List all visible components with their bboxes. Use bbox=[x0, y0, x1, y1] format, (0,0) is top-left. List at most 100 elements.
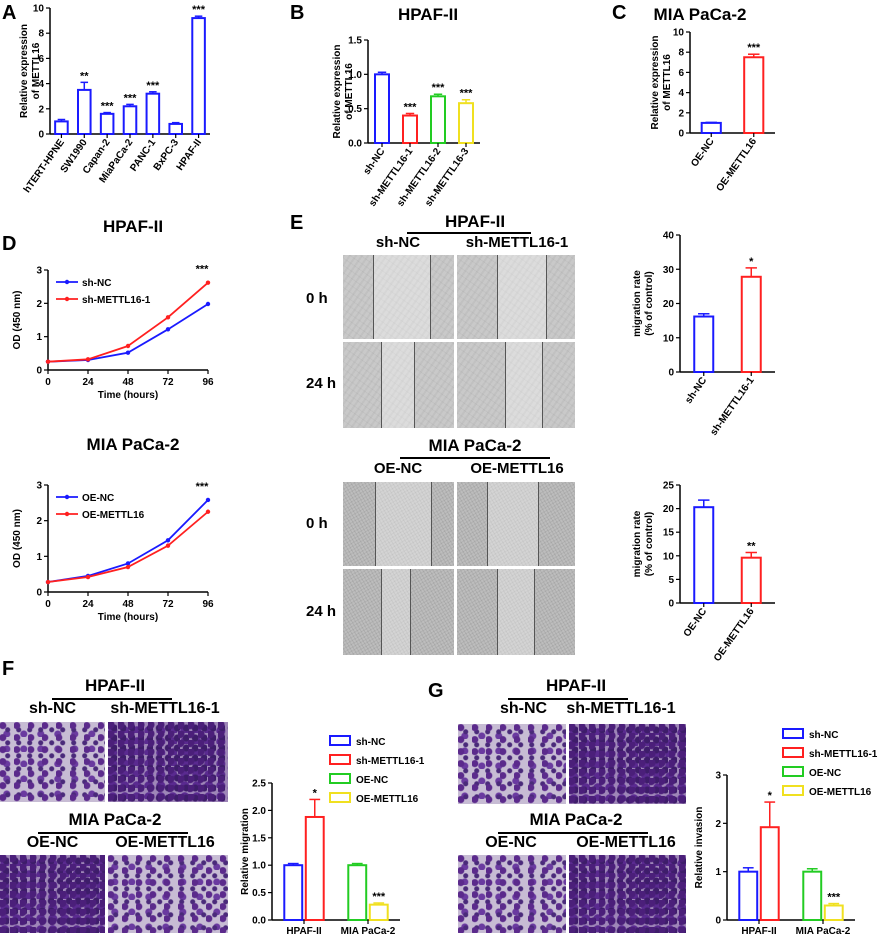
chart-d2-legend-marker-0 bbox=[64, 494, 70, 500]
chart-e2-ylabel-0: migration rate bbox=[632, 510, 643, 577]
chart-g-legend-swatch-0 bbox=[782, 728, 804, 739]
chart-a-sig-4: *** bbox=[146, 80, 160, 92]
chart-d2-ytick-label-3: 3 bbox=[36, 481, 42, 492]
chart-d1-series-1-point-4 bbox=[205, 280, 211, 285]
chart-f-sig-1-0: * bbox=[313, 787, 318, 799]
panel-label-c: C bbox=[612, 2, 627, 24]
chart-d1-ytick-label-1: 1 bbox=[36, 332, 42, 343]
chart-b-title: HPAF-II bbox=[398, 5, 458, 24]
transwell-image-g-shmettl16 bbox=[569, 724, 686, 804]
panel-f-top-col-2: sh-METTL16-1 bbox=[110, 700, 220, 717]
panel-f-bottom-header: MIA PaCa-2 OE-NC OE-METTL16 bbox=[0, 810, 230, 854]
chart-e1-ytick-label-0: 0 bbox=[668, 368, 674, 379]
chart-a-ytick-label-3: 6 bbox=[38, 54, 44, 65]
chart-d1-legend-label-1: sh-METTL16-1 bbox=[82, 295, 151, 306]
chart-b-ytick-label-3: 1.5 bbox=[348, 36, 362, 47]
wound-image-oemettl16-0h bbox=[457, 482, 575, 566]
chart-c-ytick-label-2: 4 bbox=[678, 88, 684, 99]
chart-e1-sig-1: * bbox=[749, 256, 754, 268]
chart-g-ytick-label-3: 3 bbox=[715, 771, 721, 782]
chart-f-legend-label-0: sh-NC bbox=[356, 737, 385, 748]
chart-d1-xlabel: Time (hours) bbox=[98, 390, 158, 401]
chart-b-sig-3: *** bbox=[460, 88, 474, 100]
chart-d2-series-line-1 bbox=[47, 511, 209, 583]
chart-d2-xtick-label-4: 96 bbox=[202, 599, 214, 610]
chart-b-ytick-label-2: 1.0 bbox=[348, 70, 362, 81]
panel-f-bottom-title: MIA PaCa-2 bbox=[68, 810, 162, 829]
chart-b-ylabel-0: Relative expression bbox=[332, 45, 343, 139]
chart-a-sig-2: *** bbox=[101, 101, 115, 113]
chart-a-ytick-label-0: 0 bbox=[38, 130, 44, 141]
chart-e1-ylabel-1: (% of control) bbox=[644, 271, 655, 335]
chart-e2-ytick-label-2: 10 bbox=[663, 551, 675, 562]
panel-g-bottom-col-2: OE-METTL16 bbox=[576, 834, 676, 851]
panel-g-bottom-col-1: OE-NC bbox=[485, 834, 537, 851]
panel-label-e: E bbox=[290, 212, 304, 234]
chart-d1-series-0-point-2 bbox=[125, 350, 131, 355]
transwell-image-g-shnc bbox=[458, 724, 566, 804]
panel-e-bottom-col-1: OE-NC bbox=[373, 460, 423, 477]
divider bbox=[498, 832, 648, 834]
chart-g-legend-label-1: sh-METTL16-1 bbox=[809, 749, 878, 760]
panel-g-bottom-title: MIA PaCa-2 bbox=[529, 810, 623, 829]
chart-e2-sig-1: ** bbox=[747, 540, 756, 552]
chart-d1-annotation: *** bbox=[196, 264, 210, 276]
panel-e-bottom-header: MIA PaCa-2 OE-NC OE-METTL16 bbox=[340, 436, 590, 480]
chart-d2-xtick-label-3: 72 bbox=[162, 599, 174, 610]
chart-c-title: MIA PaCa-2 bbox=[654, 5, 747, 24]
chart-d1-ylabel-0: OD (450 nm) bbox=[12, 291, 23, 350]
panel-e-top-title: HPAF-II bbox=[444, 212, 506, 231]
chart-d1-legend-marker-0 bbox=[64, 279, 70, 285]
chart-d1-xtick-label-0: 0 bbox=[45, 377, 51, 388]
chart-f-ytick-label-0: 0.0 bbox=[252, 916, 266, 927]
chart-f-ylabel-0: Relative migration bbox=[240, 808, 251, 895]
chart-d2-series-1-point-4 bbox=[205, 509, 211, 514]
chart-a-bar-2 bbox=[99, 112, 115, 135]
chart-g-sig-3-1: *** bbox=[827, 892, 841, 904]
chart-b-ytick-label-0: 0.0 bbox=[348, 139, 362, 150]
chart-f-xtick-label-1: MIA PaCa-2 bbox=[341, 926, 396, 934]
chart-a-sig-1: ** bbox=[80, 70, 89, 82]
panel-g-top-col-1: sh-NC bbox=[499, 700, 548, 717]
chart-f-legend-label-1: sh-METTL16-1 bbox=[356, 756, 425, 767]
chart-a-ytick-label-5: 10 bbox=[33, 4, 45, 15]
chart-e1-ytick-label-4: 40 bbox=[663, 231, 675, 242]
chart-d1-ytick-label-2: 2 bbox=[36, 299, 42, 310]
chart-g-sig-1-0: * bbox=[768, 790, 773, 802]
chart-a-bar-0 bbox=[54, 120, 69, 136]
chart-f-bar-0-0 bbox=[283, 864, 304, 922]
chart-b-sig-1: *** bbox=[404, 101, 418, 113]
chart-f-bar-3-1 bbox=[368, 903, 389, 922]
chart-d1-series-0-point-3 bbox=[165, 327, 171, 332]
chart-d2-xlabel: Time (hours) bbox=[98, 612, 158, 623]
chart-e2-ytick-label-4: 20 bbox=[663, 504, 675, 515]
wound-image-oenc-0h bbox=[343, 482, 454, 566]
chart-c-ytick-label-4: 8 bbox=[678, 48, 684, 59]
chart-a-bar-1 bbox=[77, 88, 92, 135]
chart-d2-annotation: *** bbox=[196, 481, 210, 493]
chart-a-bar-6 bbox=[191, 17, 206, 135]
chart-a-sig-6: *** bbox=[192, 4, 206, 16]
chart-e1-bar-0 bbox=[693, 315, 715, 374]
chart-e2-xtick-label-1: OE-METTL16 bbox=[712, 606, 757, 664]
chart-d1-series-1-point-1 bbox=[85, 357, 91, 362]
chart-d1-series-1-point-2 bbox=[125, 343, 131, 349]
chart-e1-xtick-label-1: sh-METTL16-1 bbox=[708, 375, 756, 438]
chart-c-ytick-label-3: 6 bbox=[678, 68, 684, 79]
divider bbox=[508, 698, 628, 700]
panel-e-bottom-col-2: OE-METTL16 bbox=[470, 460, 564, 477]
chart-d2-ylabel-0: OD (450 nm) bbox=[12, 509, 23, 568]
chart-g-bar-0-0 bbox=[738, 870, 759, 922]
chart-c-sig-1: *** bbox=[747, 42, 761, 54]
chart-d1-xtick-label-3: 72 bbox=[162, 377, 174, 388]
chart-d2-legend-label-0: OE-NC bbox=[82, 493, 114, 504]
panel-e-row-0h-top: 0 h bbox=[306, 290, 328, 307]
chart-f-ytick-label-5: 2.5 bbox=[252, 779, 266, 790]
wound-image-shmettl16-0h bbox=[457, 255, 575, 339]
chart-g-legend-swatch-3 bbox=[782, 785, 804, 796]
chart-a-ylabel-0: Relative expression bbox=[19, 24, 30, 118]
chart-f-sig-3-1: *** bbox=[372, 891, 386, 903]
panel-f-bottom-col-2: OE-METTL16 bbox=[115, 834, 215, 851]
chart-e2-bar-0 bbox=[693, 506, 715, 604]
